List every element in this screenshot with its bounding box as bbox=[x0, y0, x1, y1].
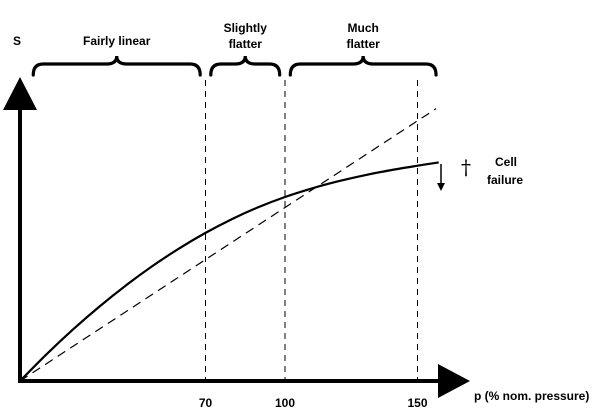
x-axis-arrow bbox=[438, 364, 470, 398]
cell-failure-annotation: † Cell failure bbox=[437, 155, 523, 191]
y-axis-label: S bbox=[13, 34, 21, 48]
x-tick-label-70: 70 bbox=[199, 396, 213, 410]
region-braces: Fairly linear Slightly flatter Much flatter bbox=[31, 21, 438, 77]
x-tick-labels: 70 100 150 bbox=[199, 396, 428, 410]
region-brace-3 bbox=[288, 55, 438, 77]
region-brace-1 bbox=[31, 55, 202, 77]
reference-lines bbox=[205, 80, 418, 381]
y-axis-arrow bbox=[3, 77, 37, 110]
series-line-solid bbox=[19, 161, 439, 382]
region-brace-2 bbox=[209, 55, 282, 77]
failure-drop-arrow bbox=[437, 183, 445, 191]
region-label-3-line-1: Much bbox=[348, 21, 379, 35]
series-lines bbox=[19, 108, 439, 382]
dagger-icon: † bbox=[461, 155, 471, 179]
cell-failure-label-line-2: failure bbox=[487, 173, 523, 187]
region-label-1-line-1: Fairly linear bbox=[83, 34, 151, 48]
x-tick-label-100: 100 bbox=[275, 396, 295, 410]
x-tick-label-150: 150 bbox=[407, 396, 427, 410]
series-line-dashed bbox=[19, 108, 437, 382]
x-axis-label: p (% nom. pressure) bbox=[474, 389, 589, 403]
region-label-2-line-2: flatter bbox=[229, 37, 263, 51]
region-label-2-line-1: Slightly bbox=[224, 21, 268, 35]
cell-failure-label-line-1: Cell bbox=[495, 155, 517, 169]
region-label-3-line-2: flatter bbox=[347, 37, 381, 51]
